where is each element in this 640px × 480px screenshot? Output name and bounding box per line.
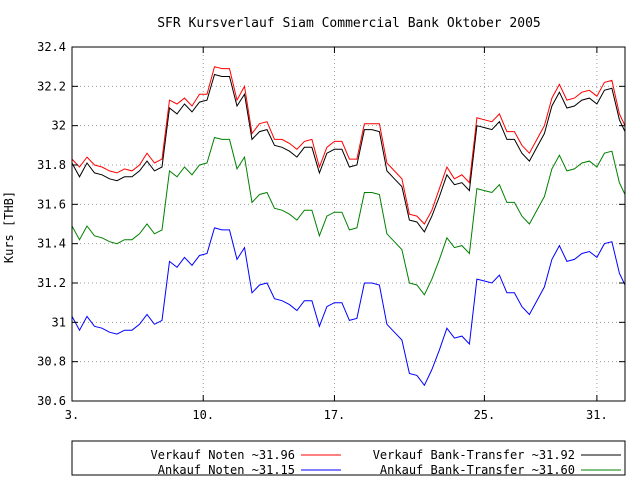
y-tick-label: 32.2 — [37, 79, 66, 93]
series-line-0 — [71, 66, 626, 225]
y-tick-label: 31.6 — [37, 197, 66, 211]
y-axis-label: Kurs [THB] — [2, 191, 16, 263]
y-tick-label: 30.6 — [37, 394, 66, 408]
plot-frame — [71, 46, 626, 402]
grid — [72, 47, 625, 401]
y-tick-label: 31.4 — [37, 237, 66, 251]
x-tick-label: 31. — [586, 408, 608, 422]
y-tick-label: 32 — [52, 119, 66, 133]
legend-label: Verkauf Noten ~31.96 — [151, 448, 296, 462]
x-tick-label: 25. — [474, 408, 496, 422]
series-line-2 — [71, 227, 626, 387]
axis-ticks: 30.6 30.8 31 31.2 31.4 31.6 31.8 32 32.2 32.4 3. 10… — [37, 40, 625, 422]
legend-label: Verkauf Bank-Transfer ~31.92 — [373, 448, 575, 462]
y-tick-label: 31.8 — [37, 158, 66, 172]
legend-label: Ankauf Bank-Transfer ~31.60 — [380, 463, 575, 477]
legend-label: Ankauf Noten ~31.15 — [158, 463, 295, 477]
series-layer — [71, 66, 626, 387]
y-tick-label: 32.4 — [37, 40, 66, 54]
series-line-3 — [71, 136, 626, 296]
y-tick-label: 31.2 — [37, 276, 66, 290]
x-tick-label: 17. — [324, 408, 346, 422]
y-tick-label: 30.8 — [37, 355, 66, 369]
y-tick-label: 31 — [52, 315, 66, 329]
x-tick-label: 3. — [65, 408, 79, 422]
series-line-1 — [71, 73, 626, 233]
chart-title: SFR Kursverlauf Siam Commercial Bank Okt… — [157, 16, 541, 31]
legend-box — [71, 440, 626, 476]
x-tick-label: 10. — [192, 408, 214, 422]
legend: Verkauf Noten ~31.96 Verkauf Bank-Transfe… — [71, 440, 626, 477]
